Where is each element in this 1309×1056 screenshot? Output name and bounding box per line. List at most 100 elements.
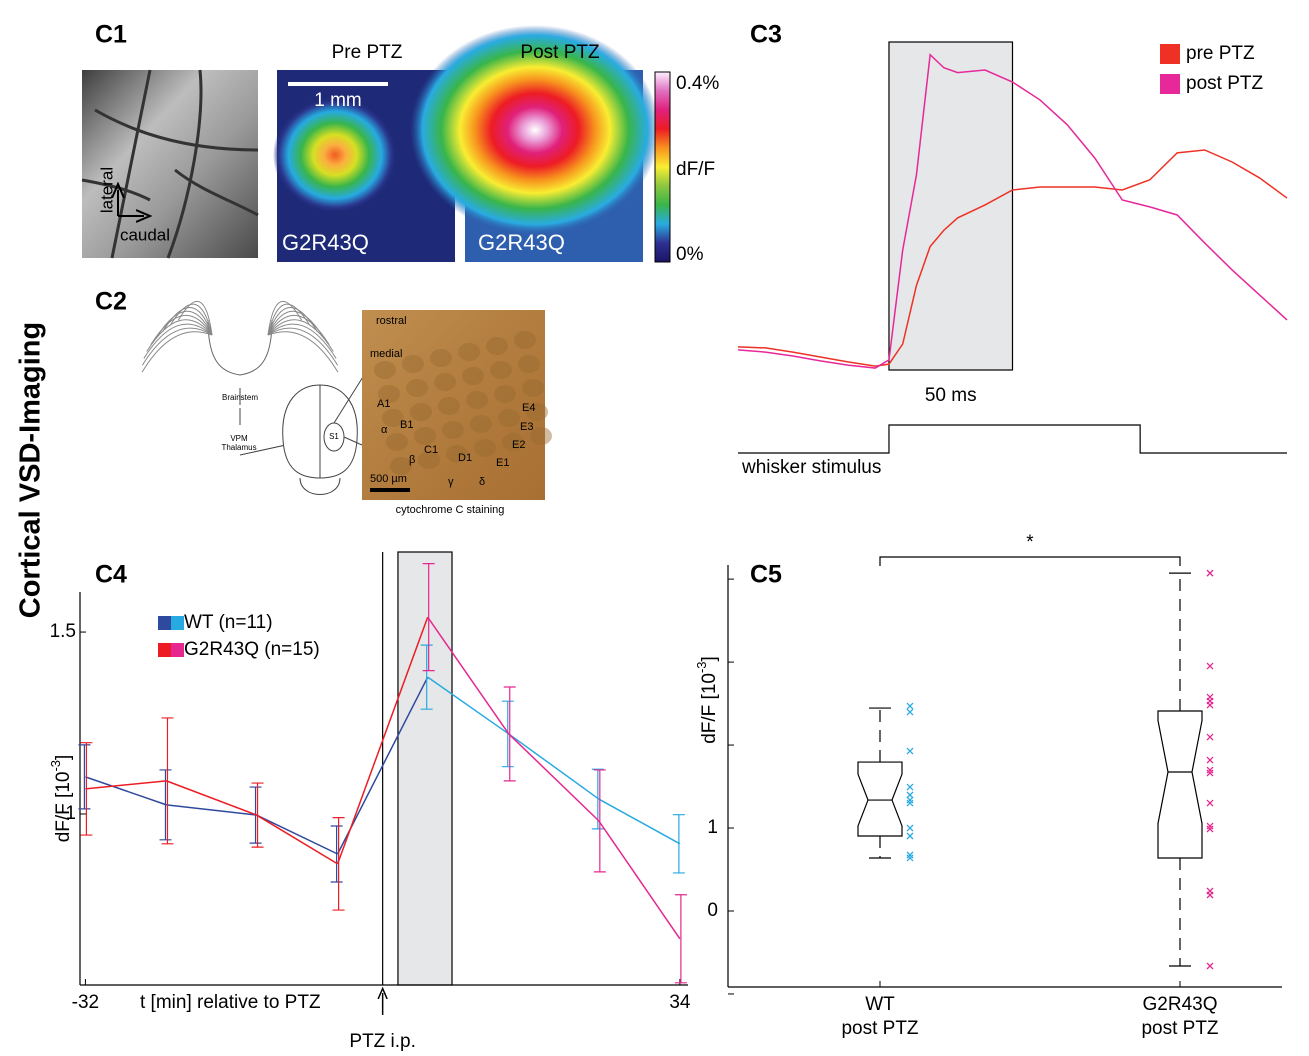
- data-point: [1207, 800, 1213, 806]
- s1: S1: [329, 432, 339, 441]
- legend-swatch: [171, 643, 184, 657]
- line-segment: [85, 777, 166, 805]
- scale-label: 500 µm: [370, 473, 407, 485]
- colorbar-top: 0.4%: [676, 73, 719, 94]
- barrel: γ: [448, 476, 454, 488]
- axis-caudal: caudal: [120, 225, 170, 244]
- line-segment: [599, 799, 680, 844]
- scale-label: 1 mm: [314, 90, 362, 111]
- line-segment: [509, 734, 599, 799]
- data-point: [1207, 757, 1213, 763]
- whisker: [268, 328, 338, 365]
- y-axis-label-part: ]: [699, 656, 720, 661]
- colorbar: [655, 72, 670, 262]
- y-axis-label-part: -3: [694, 661, 709, 673]
- medial: medial: [370, 348, 402, 360]
- data-point: [907, 709, 913, 715]
- data-point: [1207, 663, 1213, 669]
- colorbar-bottom: 0%: [676, 244, 704, 265]
- barrel-spot: [414, 427, 436, 445]
- side-title: Cortical VSD-Imaging: [15, 322, 47, 619]
- data-point: [1207, 963, 1213, 969]
- barrel: E4: [522, 402, 535, 414]
- error-bar: [675, 895, 687, 983]
- barrel: B1: [400, 419, 413, 431]
- barrel: α: [381, 424, 388, 436]
- stimulus-label: whisker stimulus: [741, 457, 881, 478]
- y-tick-label: 1.5: [50, 621, 76, 642]
- y-tick-label: 1: [707, 817, 718, 838]
- y-axis-label-part: -3: [48, 760, 63, 772]
- barrel-spot: [490, 361, 512, 379]
- error-bar: [333, 818, 345, 910]
- axis-lateral: lateral: [97, 167, 116, 213]
- barrel-spot: [434, 373, 456, 391]
- x-tick-label: post PTZ: [1141, 1018, 1218, 1039]
- data-point: [1207, 702, 1213, 708]
- barrel: D1: [458, 452, 472, 464]
- barrel-spot: [522, 379, 544, 397]
- legend-label: WT (n=11): [184, 612, 273, 633]
- barrel-spot: [430, 349, 452, 367]
- box: [858, 762, 902, 836]
- panel-label: C2: [95, 288, 127, 316]
- barrel-spot: [402, 355, 424, 373]
- whisker: [142, 328, 212, 365]
- barrel-spot: [466, 391, 488, 409]
- error-bar: [594, 770, 606, 872]
- barrel: E1: [496, 457, 509, 469]
- shade-box: [398, 552, 452, 985]
- barrel-spot: [514, 331, 536, 349]
- x-tick-label: -32: [72, 992, 99, 1013]
- x-tick-label: 34: [669, 992, 691, 1013]
- line-segment: [599, 821, 680, 939]
- brainstem: Brainstem: [222, 393, 258, 402]
- data-point: [907, 784, 913, 790]
- x-tick-label: G2R43Q: [1143, 994, 1218, 1015]
- data-point: [907, 833, 913, 839]
- barrel-spot: [442, 421, 464, 439]
- figure: Cortical VSD-Imaging C1 C2 C3 C4 C5 Pre …: [0, 0, 1309, 1056]
- barrel-spot: [462, 367, 484, 385]
- injection-label: PTZ i.p.: [349, 1031, 416, 1052]
- y-axis-label-part: ]: [53, 755, 74, 760]
- barrel: δ: [479, 476, 485, 488]
- y-tick-label: 0: [707, 900, 718, 921]
- pre-title: Pre PTZ: [332, 42, 403, 63]
- barrel-spot: [406, 379, 428, 397]
- barrel-spot: [386, 433, 408, 451]
- y-axis-label-part: dF/F [10: [699, 673, 720, 744]
- data-point: [907, 825, 913, 831]
- data-point: [907, 748, 913, 754]
- barrel-spot: [470, 415, 492, 433]
- panel-label: C1: [95, 21, 127, 49]
- rostral: rostral: [376, 315, 407, 327]
- colorbar-mid: dF/F: [676, 159, 715, 180]
- c2-diagram: [142, 301, 552, 500]
- data-point: [1207, 892, 1213, 898]
- significance-bracket: [880, 557, 1180, 566]
- barrel: A1: [377, 398, 390, 410]
- line-segment: [257, 815, 338, 864]
- panel-label: C4: [95, 561, 127, 589]
- box: [1158, 711, 1202, 858]
- legend-swatch: [171, 616, 184, 630]
- x-tick-label: post PTZ: [841, 1018, 918, 1039]
- legend-swatch: [1160, 44, 1180, 64]
- legend-label: pre PTZ: [1186, 43, 1255, 64]
- barrel: E2: [512, 439, 525, 451]
- error-bar: [502, 701, 514, 766]
- barrel-spot: [458, 343, 480, 361]
- barrel-spot: [498, 409, 520, 427]
- legend-label: post PTZ: [1186, 73, 1263, 94]
- stimulus-trace: [738, 425, 1287, 453]
- barrel-spot: [486, 337, 508, 355]
- line-segment: [85, 781, 166, 789]
- panel-label: C5: [750, 561, 782, 589]
- barrel-spot: [518, 355, 540, 373]
- vpm: Thalamus: [221, 443, 256, 452]
- genotype: G2R43Q: [282, 230, 369, 255]
- pre-blob: [273, 97, 397, 213]
- legend-swatch: [158, 616, 171, 630]
- panel-label: C3: [750, 21, 782, 49]
